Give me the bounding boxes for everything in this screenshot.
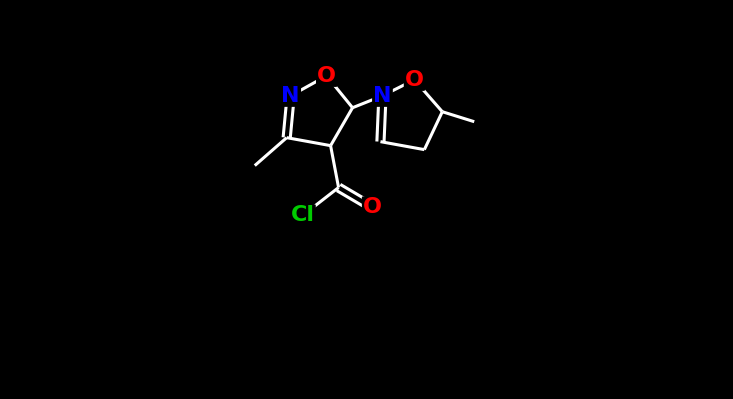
Text: Cl: Cl [291,205,314,225]
Text: O: O [363,198,382,217]
Text: N: N [281,86,300,106]
Text: O: O [405,70,424,90]
Text: O: O [317,66,336,86]
Text: N: N [373,86,391,106]
